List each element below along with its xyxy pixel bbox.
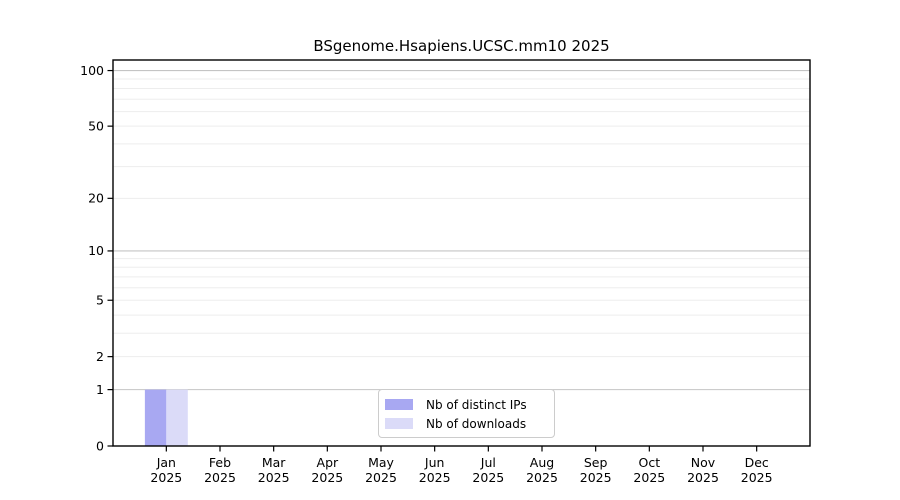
x-tick-year-jan: 2025 (150, 470, 182, 485)
x-tick-label-may: May (368, 455, 394, 470)
x-tick-year-oct: 2025 (633, 470, 665, 485)
x-tick-label-sep: Sep (584, 455, 608, 470)
x-tick-label-jun: Jun (424, 455, 445, 470)
x-tick-label-mar: Mar (262, 455, 286, 470)
legend: Nb of distinct IPs Nb of downloads (378, 389, 555, 438)
bar-nb-of-downloads-jan (166, 389, 188, 446)
x-tick-label-aug: Aug (530, 455, 554, 470)
x-tick-label-dec: Dec (745, 455, 769, 470)
x-tick-year-jun: 2025 (419, 470, 451, 485)
y-tick-label-5: 5 (96, 293, 104, 308)
legend-swatch-distinct-ips (385, 399, 413, 410)
x-tick-label-oct: Oct (639, 455, 661, 470)
legend-swatch-downloads (385, 418, 413, 429)
x-tick-label-jul: Jul (480, 455, 496, 470)
x-tick-year-dec: 2025 (741, 470, 773, 485)
x-tick-year-mar: 2025 (258, 470, 290, 485)
bar-nb-of-distinct-ips-jan (144, 389, 167, 446)
x-tick-year-nov: 2025 (687, 470, 719, 485)
y-tick-label-100: 100 (80, 63, 104, 78)
plot-frame (112, 59, 811, 447)
x-tick-year-jul: 2025 (472, 470, 504, 485)
x-tick-label-feb: Feb (209, 455, 231, 470)
x-tick-year-aug: 2025 (526, 470, 558, 485)
chart-title: BSgenome.Hsapiens.UCSC.mm10 2025 (313, 37, 610, 55)
x-tick-year-feb: 2025 (204, 470, 236, 485)
y-tick-label-20: 20 (88, 191, 104, 206)
x-tick-label-jan: Jan (156, 455, 176, 470)
legend-label-downloads: Nb of downloads (426, 416, 527, 431)
x-tick-year-may: 2025 (365, 470, 397, 485)
x-tick-year-apr: 2025 (311, 470, 343, 485)
y-tick-label-2: 2 (96, 349, 104, 364)
legend-label-distinct-ips: Nb of distinct IPs (426, 397, 527, 412)
legend-entry-distinct-ips: Nb of distinct IPs (385, 395, 546, 414)
y-tick-label-10: 10 (88, 243, 104, 258)
legend-entry-downloads: Nb of downloads (385, 414, 546, 433)
x-tick-year-sep: 2025 (580, 470, 612, 485)
y-tick-label-0: 0 (96, 438, 104, 453)
y-tick-label-1: 1 (96, 382, 104, 397)
y-tick-label-50: 50 (88, 118, 104, 133)
x-tick-label-apr: Apr (317, 455, 339, 470)
x-tick-label-nov: Nov (691, 455, 716, 470)
